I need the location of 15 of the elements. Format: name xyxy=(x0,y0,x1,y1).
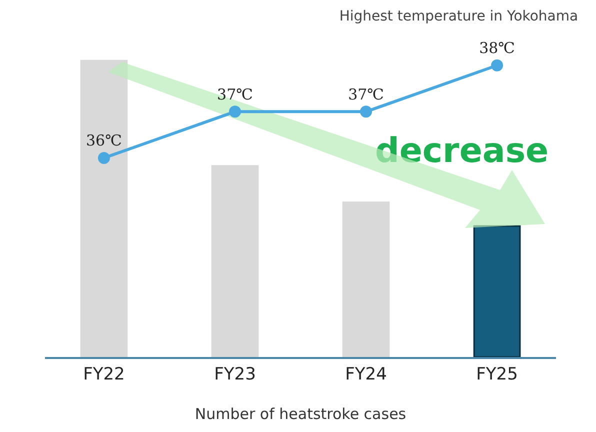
x-tick-label: FY25 xyxy=(476,364,518,384)
x-tick-label: FY22 xyxy=(83,364,125,384)
bar xyxy=(211,165,259,357)
bar xyxy=(473,225,521,357)
x-tick-label: FY23 xyxy=(214,364,256,384)
x-axis-title: Number of heatstroke cases xyxy=(194,404,406,423)
data-label: 36℃ xyxy=(86,132,122,150)
bar xyxy=(342,202,390,357)
chart-title: Highest temperature in Yokohama xyxy=(339,8,578,25)
data-label: 38℃ xyxy=(479,39,515,58)
data-label: 37℃ xyxy=(348,85,384,104)
bar xyxy=(80,60,128,357)
x-tick-label: FY24 xyxy=(345,364,387,384)
data-label: 37℃ xyxy=(217,85,253,104)
annotation: decrease xyxy=(375,131,549,171)
